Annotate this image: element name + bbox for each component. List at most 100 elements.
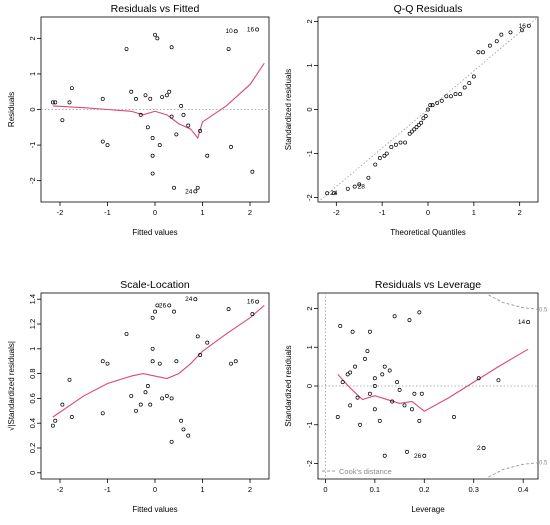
y-tick-label: 0.8: [28, 368, 37, 378]
y-tick-label: -2: [28, 177, 37, 184]
observation-label: 24: [330, 190, 338, 197]
data-point: [229, 361, 233, 366]
data-point: [467, 81, 472, 86]
data-point: [353, 364, 358, 369]
data-point: [387, 368, 392, 373]
data-point: [403, 140, 408, 145]
data-point: [494, 39, 499, 44]
x-tick-label: 1: [472, 208, 476, 217]
data-point: [129, 393, 134, 398]
data-point: [439, 98, 444, 103]
data-point: [402, 403, 407, 408]
data-point: [430, 103, 435, 108]
data-point: [169, 114, 174, 119]
y-tick-label: 1: [305, 345, 314, 349]
data-point: [138, 402, 143, 407]
observation-label: 16: [519, 23, 527, 30]
data-point: [164, 93, 169, 98]
data-point: [150, 171, 155, 176]
data-point: [496, 378, 501, 383]
data-point: [124, 331, 129, 336]
data-point: [435, 100, 440, 105]
x-tick-label: -2: [333, 208, 340, 217]
data-point: [481, 50, 485, 55]
y-tick-label: 1: [28, 347, 37, 351]
data-point: [179, 103, 184, 108]
data-point: [419, 391, 424, 396]
chart-title: Scale-Location: [120, 279, 190, 291]
data-point: [458, 92, 463, 97]
x-tick-label: 1: [200, 485, 204, 494]
data-point: [148, 96, 153, 101]
y-tick-label: 2: [305, 306, 314, 310]
x-tick-label: 0: [323, 485, 327, 494]
data-point: [69, 86, 74, 91]
plot-area: [318, 293, 538, 479]
data-point: [53, 100, 58, 105]
data-point: [417, 418, 422, 423]
data-point: [390, 399, 395, 404]
y-tick-label: 2: [305, 19, 314, 23]
data-point: [100, 411, 105, 416]
data-point: [350, 329, 355, 334]
panel-4: Residuals vs Leverage 0 0.1 0.2 0.3 0.4 -2 -1 0 1…: [284, 279, 548, 514]
x-tick-label: -1: [104, 208, 111, 217]
x-tick-label: 2: [518, 208, 522, 217]
data-point: [428, 103, 433, 108]
observation-label: 24: [185, 188, 193, 195]
data-point: [105, 143, 110, 148]
data-point: [405, 449, 409, 454]
x-axis-label: Theoretical Quantiles: [390, 228, 466, 237]
x-tick-label: 0.4: [518, 485, 528, 494]
data-point: [169, 439, 174, 444]
data-point: [100, 96, 105, 101]
x-tick-label: -2: [57, 485, 64, 494]
data-point: [155, 36, 160, 41]
chart-title: Q-Q Residuals: [394, 3, 463, 15]
data-point: [448, 94, 453, 99]
data-point: [167, 89, 172, 94]
y-tick-label: -1: [305, 150, 314, 157]
plot-area: [50, 297, 265, 444]
y-tick-label: -1: [305, 421, 314, 428]
data-point: [157, 143, 162, 148]
data-point: [407, 318, 412, 323]
panel-3: Scale-Location -2 -1 0 1 2 0 0.2 0.4 0.6 0.8 1 1.2 1.…: [7, 279, 270, 514]
data-point: [250, 312, 255, 317]
data-point: [452, 415, 456, 419]
y-tick-label: 1: [28, 72, 37, 76]
data-point: [226, 47, 231, 51]
data-point: [100, 359, 105, 364]
data-point: [471, 74, 476, 79]
y-tick-label: 0: [28, 107, 37, 111]
y-axis-label: Standardized residuals: [284, 345, 293, 426]
data-point: [150, 136, 155, 140]
data-point: [409, 407, 414, 412]
data-point: [382, 364, 387, 369]
data-point: [426, 107, 430, 112]
data-point: [414, 125, 419, 130]
data-point: [150, 346, 155, 351]
x-tick-label: 0: [426, 208, 430, 217]
data-point: [193, 297, 198, 302]
data-point: [338, 323, 343, 328]
data-point: [395, 380, 400, 385]
chart-title: Residuals vs Leverage: [375, 279, 481, 291]
data-point: [407, 131, 412, 136]
data-point: [410, 129, 414, 134]
data-point: [169, 396, 174, 401]
data-point: [193, 189, 198, 194]
data-point: [372, 407, 377, 412]
data-point: [335, 415, 340, 419]
data-point: [520, 28, 524, 33]
data-point: [382, 453, 387, 458]
cooks-distance-contour-lower: [488, 462, 538, 478]
x-tick-label: 0.3: [469, 485, 479, 494]
data-point: [355, 395, 360, 400]
observation-label: 16: [247, 26, 255, 33]
data-point: [157, 361, 162, 366]
data-point: [167, 303, 172, 308]
plot-area: [41, 27, 269, 194]
data-point: [526, 320, 531, 325]
